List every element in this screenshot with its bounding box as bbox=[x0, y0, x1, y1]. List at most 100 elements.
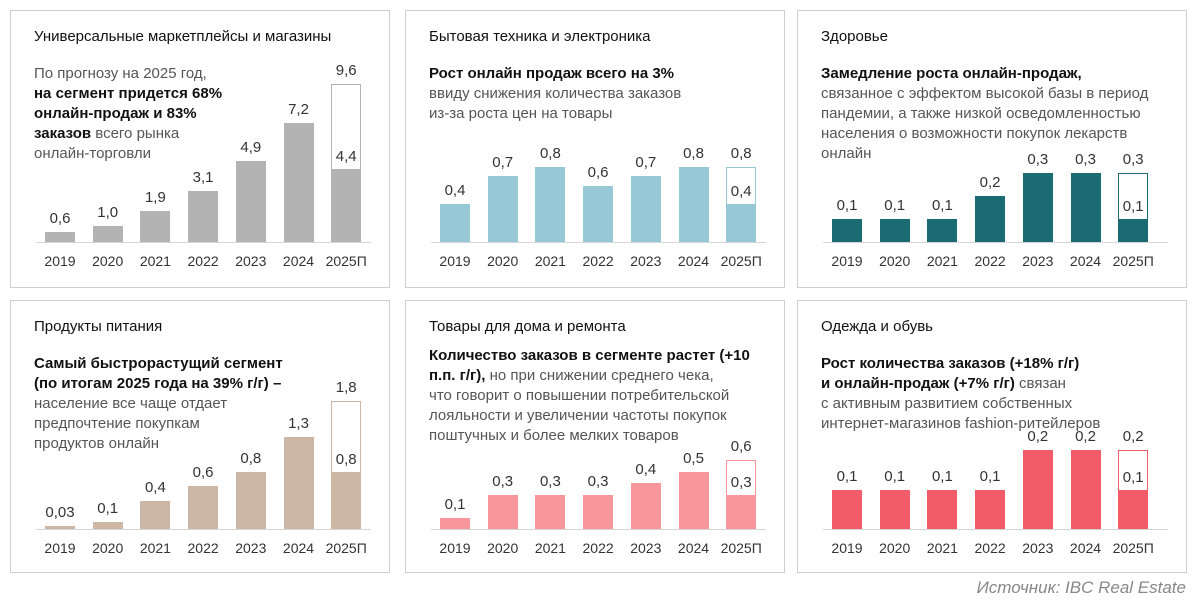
chart-title: Здоровье bbox=[821, 28, 888, 45]
category-label: 2024 bbox=[282, 253, 315, 269]
category-label: 2019 bbox=[44, 253, 76, 269]
value-label: 0,6 bbox=[730, 438, 752, 455]
category-label: 2019 bbox=[439, 540, 471, 556]
forecast-online-label: 0,1 bbox=[1122, 198, 1144, 215]
baseline bbox=[36, 529, 371, 530]
value-label: 0,5 bbox=[683, 449, 704, 467]
chart-panel: Товары для дома и ремонта Количество зака… bbox=[405, 300, 785, 573]
bar bbox=[235, 472, 266, 529]
value-label: 0,6 bbox=[49, 210, 71, 228]
category-label: 2022 bbox=[974, 253, 1006, 269]
bar bbox=[45, 526, 75, 529]
value-label: 0,2 bbox=[1027, 428, 1049, 445]
value-label: 1,0 bbox=[97, 203, 119, 221]
category-label: 2020 bbox=[92, 253, 124, 269]
category-label: 2020 bbox=[879, 540, 911, 556]
bar bbox=[879, 489, 910, 529]
category-label: 2025П bbox=[325, 253, 367, 269]
category-label: 2024 bbox=[1069, 540, 1102, 556]
value-label: 0,2 bbox=[979, 174, 1001, 191]
description-text: ввиду снижения количества заказов из-за … bbox=[429, 85, 682, 122]
value-label: 0,4 bbox=[144, 478, 166, 496]
chart-description: Рост онлайн продаж всего на 3% ввиду сни… bbox=[429, 64, 681, 124]
bar bbox=[235, 161, 266, 242]
bar bbox=[45, 232, 75, 242]
chart-title: Продукты питания bbox=[34, 318, 163, 335]
category-label: 2019 bbox=[831, 253, 863, 269]
bar bbox=[975, 196, 1006, 242]
value-label: 7,2 bbox=[288, 101, 309, 119]
value-label: 0,1 bbox=[884, 467, 906, 485]
forecast-online-label: 0,8 bbox=[335, 451, 357, 469]
value-label: 0,1 bbox=[444, 495, 466, 513]
value-label: 0,3 bbox=[539, 472, 561, 490]
value-label: 0,1 bbox=[836, 197, 858, 214]
chart-title: Товары для дома и ремонта bbox=[429, 318, 626, 335]
chart-panel: Здоровье Замедление роста онлайн-продаж, … bbox=[797, 10, 1187, 288]
baseline bbox=[823, 529, 1168, 530]
description-text: связанное с эффектом высокой базы в пери… bbox=[821, 85, 1149, 162]
category-label: 2019 bbox=[44, 540, 76, 556]
bar bbox=[188, 190, 219, 242]
bar bbox=[832, 219, 862, 242]
category-label: 2025П bbox=[1112, 253, 1154, 269]
bar bbox=[678, 166, 709, 242]
value-label: 0,3 bbox=[1122, 151, 1144, 168]
value-label: 0,1 bbox=[931, 467, 953, 485]
baseline bbox=[431, 529, 766, 530]
forecast-bar-online bbox=[331, 472, 362, 529]
chart-title: Универсальные маркетплейсы и магазины bbox=[34, 28, 332, 45]
value-label: 0,4 bbox=[444, 182, 466, 200]
value-label: 1,8 bbox=[335, 379, 357, 397]
bar bbox=[927, 219, 958, 242]
chart-panel: Продукты питания Самый быстрорастущий сег… bbox=[10, 300, 390, 573]
category-label: 2021 bbox=[139, 540, 171, 556]
category-label: 2022 bbox=[187, 540, 219, 556]
source-note: Источник: IBC Real Estate bbox=[976, 578, 1186, 597]
category-label: 2024 bbox=[282, 540, 315, 556]
chart-panel: Универсальные маркетплейсы и магазины По … bbox=[10, 10, 390, 288]
chart-panel: Бытовая техника и электроника Рост онлайн… bbox=[405, 10, 785, 288]
value-label: 0,8 bbox=[683, 144, 704, 162]
value-label: 0,8 bbox=[730, 144, 752, 162]
value-label: 0,8 bbox=[240, 450, 262, 468]
forecast-online-label: 0,1 bbox=[1122, 468, 1144, 486]
category-label: 2023 bbox=[1022, 540, 1054, 556]
description-highlight: Рост количества заказов (+18% г/г) и онл… bbox=[821, 355, 1080, 392]
chart-title: Одежда и обувь bbox=[821, 318, 933, 335]
bar bbox=[487, 494, 518, 529]
category-label: 2024 bbox=[677, 540, 710, 556]
bar bbox=[583, 185, 614, 242]
category-label: 2019 bbox=[439, 253, 471, 269]
category-label: 2023 bbox=[1022, 253, 1054, 269]
bar bbox=[630, 176, 661, 242]
value-label: 0,7 bbox=[492, 154, 514, 172]
category-label: 2025П bbox=[325, 540, 367, 556]
bar bbox=[583, 494, 614, 529]
value-label: 1,9 bbox=[144, 188, 166, 206]
category-label: 2025П bbox=[720, 253, 762, 269]
bar bbox=[283, 436, 314, 529]
baseline bbox=[823, 242, 1168, 243]
value-label: 0,3 bbox=[1027, 151, 1049, 168]
bar bbox=[975, 489, 1006, 529]
bar bbox=[678, 471, 709, 529]
category-label: 2020 bbox=[487, 540, 519, 556]
category-label: 2021 bbox=[139, 253, 171, 269]
bar bbox=[440, 204, 470, 242]
category-label: 2022 bbox=[974, 540, 1006, 556]
chart-description: Количество заказов в сегменте растет (+1… bbox=[429, 346, 750, 446]
chart-description: Рост количества заказов (+18% г/г) и онл… bbox=[821, 354, 1100, 434]
forecast-bar-online bbox=[726, 494, 757, 529]
description-highlight: Рост онлайн продаж всего на 3% bbox=[429, 65, 675, 82]
bar bbox=[283, 123, 314, 242]
chart-panel: Одежда и обувь Рост количества заказов (+… bbox=[797, 300, 1187, 573]
chart-description: По прогнозу на 2025 год, на сегмент прид… bbox=[34, 64, 222, 164]
category-label: 2020 bbox=[879, 253, 911, 269]
value-label: 0,7 bbox=[635, 154, 657, 172]
bar bbox=[535, 494, 566, 529]
value-label: 0,1 bbox=[97, 499, 119, 517]
category-label: 2021 bbox=[534, 253, 566, 269]
description-text: но при снижении среднего чека, что говор… bbox=[429, 367, 730, 444]
bar bbox=[440, 517, 470, 529]
